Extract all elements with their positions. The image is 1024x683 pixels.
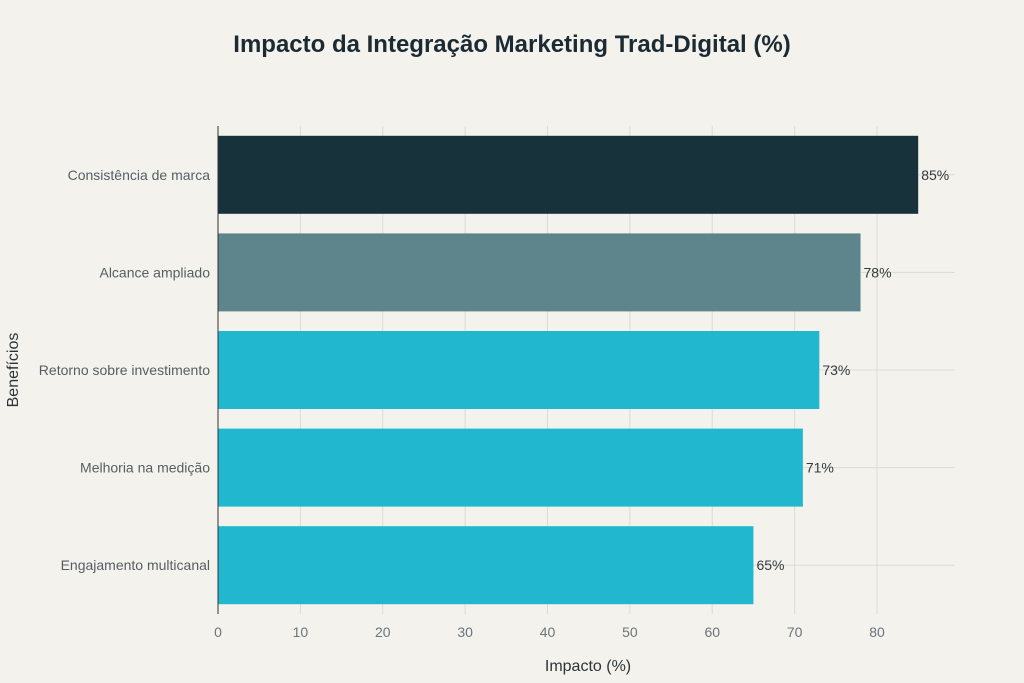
category-label: Engajamento multicanal — [61, 557, 210, 573]
x-tick-label: 80 — [869, 624, 885, 640]
bar-value-label: 85% — [921, 167, 949, 183]
category-labels: Consistência de marca Alcance ampliado Ret… — [39, 167, 210, 573]
bar — [218, 331, 820, 409]
category-label: Consistência de marca — [68, 167, 211, 183]
bar — [218, 428, 803, 507]
category-label: Melhoria na medição — [80, 460, 210, 476]
x-tick-label: 30 — [457, 624, 473, 640]
category-label: Retorno sobre investimento — [39, 362, 210, 378]
x-tick-label: 70 — [787, 624, 803, 640]
data-labels: 85% 78% 73% 71% 65% — [756, 167, 949, 573]
x-tick-label: 10 — [293, 624, 309, 640]
bar-value-label: 71% — [806, 460, 834, 476]
bar — [218, 233, 861, 312]
bar-value-label: 65% — [756, 557, 784, 573]
bar-value-label: 73% — [822, 362, 850, 378]
bar-value-label: 78% — [864, 264, 892, 280]
x-tick-label: 40 — [540, 624, 556, 640]
bar — [218, 526, 754, 605]
bars — [218, 135, 919, 605]
x-tick-label: 20 — [375, 624, 391, 640]
x-tick-label: 60 — [704, 624, 720, 640]
chart-title: Impacto da Integração Marketing Trad-Dig… — [233, 31, 790, 58]
y-axis-title: Benefícios — [5, 333, 22, 408]
x-axis-title: Impacto (%) — [545, 658, 631, 675]
category-label: Alcance ampliado — [99, 264, 210, 280]
x-tick-label: 0 — [214, 624, 222, 640]
bar — [218, 135, 919, 214]
x-tick-label: 50 — [622, 624, 638, 640]
x-tick-labels: 0 10 20 30 40 50 60 70 80 — [214, 624, 885, 640]
